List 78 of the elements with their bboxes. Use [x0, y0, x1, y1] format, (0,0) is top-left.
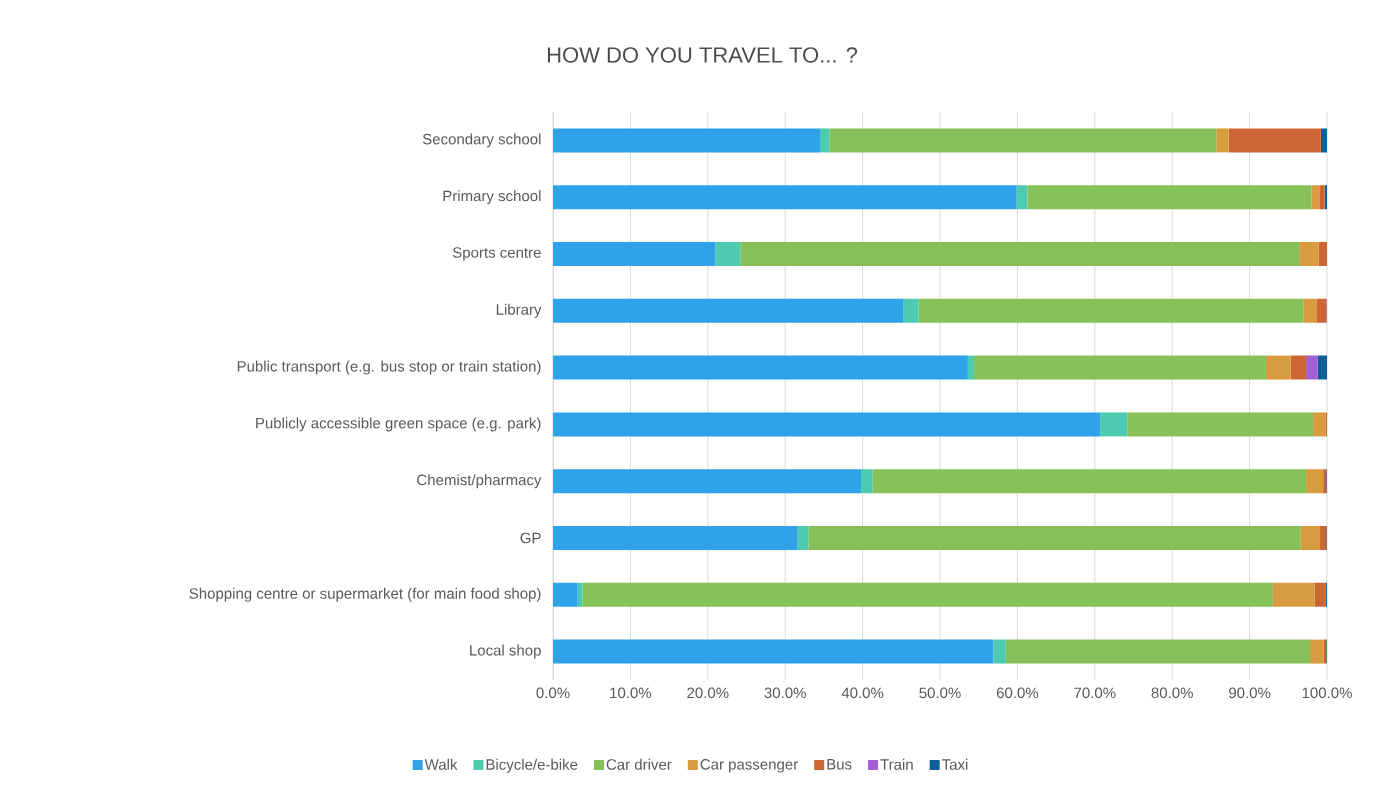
- legend-label: Car passenger: [700, 759, 798, 773]
- bar: [553, 298, 904, 323]
- bar: [797, 526, 809, 551]
- bar: [1317, 355, 1328, 380]
- y-tick-label: Primary school: [443, 190, 541, 205]
- y-tick-label: GP: [520, 532, 541, 544]
- bar: [553, 469, 862, 494]
- bar: [1306, 469, 1324, 494]
- bar: [582, 582, 1273, 607]
- x-tick-label: 20.0%: [687, 687, 729, 699]
- y-tick-label: Publicly accessible green space (e.g. park): [256, 417, 541, 432]
- bar: [715, 242, 741, 267]
- bar: [1016, 185, 1028, 210]
- bar: [553, 639, 994, 664]
- bar: [1127, 412, 1314, 437]
- bar: [1311, 185, 1320, 210]
- bar: [820, 128, 830, 153]
- bar: [553, 355, 968, 380]
- bar: [553, 128, 821, 153]
- bar: [1320, 526, 1327, 551]
- x-tick-label: 40.0%: [841, 687, 884, 699]
- bar: [553, 185, 1017, 210]
- bar: [1314, 582, 1326, 607]
- legend-label: Bus: [827, 759, 852, 770]
- x-tick-label: 30.0%: [764, 687, 806, 699]
- bar: [903, 298, 919, 323]
- bar: [1320, 128, 1328, 153]
- legend-label: Car driver: [606, 758, 672, 770]
- x-tick-label: 0.0%: [536, 687, 570, 699]
- x-tick-label: 70.0%: [1074, 687, 1116, 699]
- x-tick-label: 90.0%: [1229, 687, 1271, 699]
- bar: [808, 526, 1301, 551]
- x-tick-label: 80.0%: [1151, 687, 1193, 699]
- y-tick-label: Sports centre: [452, 247, 541, 261]
- legend-label: Train: [880, 758, 913, 770]
- x-tick-label: 50.0%: [919, 687, 961, 699]
- bar: [1290, 355, 1307, 380]
- bar: [861, 469, 873, 494]
- bar: [993, 639, 1006, 664]
- y-tick-label: Local shop: [470, 644, 541, 659]
- bar: [1319, 185, 1325, 210]
- bar: [1027, 185, 1312, 210]
- bar: [974, 355, 1266, 380]
- bar: [1303, 298, 1317, 323]
- bar: [829, 128, 1217, 153]
- bar: [553, 582, 578, 607]
- y-tick-label: Library: [496, 303, 542, 318]
- bar: [1216, 128, 1229, 153]
- bar: [967, 355, 975, 380]
- x-tick-label: 60.0%: [996, 687, 1039, 699]
- bar: [553, 412, 1101, 437]
- bar: [872, 469, 1307, 494]
- bar: [1306, 355, 1318, 380]
- bar: [1228, 128, 1321, 153]
- y-tick-label: Public transport (e.g. bus stop or train station): [237, 360, 541, 375]
- bar: [1300, 526, 1321, 551]
- bar: [1299, 242, 1319, 267]
- bar: [553, 242, 716, 267]
- bar: [1265, 355, 1291, 380]
- bar: [1005, 639, 1310, 664]
- x-tick-label: 100.0%: [1302, 687, 1352, 699]
- legend-label: Taxi: [941, 758, 968, 770]
- bar: [740, 242, 1300, 267]
- bar: [1316, 298, 1327, 323]
- bar: [1309, 639, 1324, 664]
- x-tick-label: 10.0%: [610, 687, 652, 699]
- bar: [1100, 412, 1128, 437]
- y-tick-label: Chemist/pharmacy: [417, 474, 542, 489]
- chart-title: HOW DO YOU TRAVEL TO... ?: [547, 47, 858, 63]
- bar: [1272, 582, 1315, 607]
- legend-label: Bicycle/e-bike: [486, 758, 578, 773]
- bar: [1313, 412, 1326, 437]
- legend-label: Walk: [424, 758, 458, 770]
- y-tick-label: Secondary school: [422, 133, 541, 148]
- bar: [1318, 242, 1328, 267]
- y-tick-label: Shopping centre or supermarket (for main food shop): [189, 587, 541, 602]
- bar: [918, 298, 1304, 323]
- bar: [553, 526, 798, 551]
